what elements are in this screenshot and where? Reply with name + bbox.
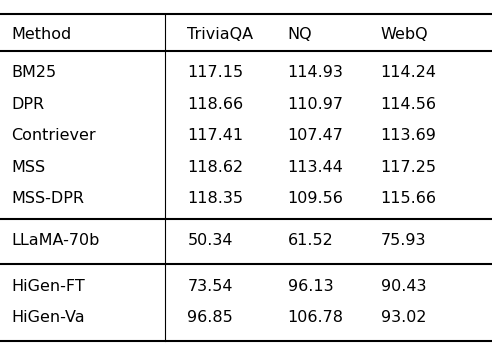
Text: 114.56: 114.56 xyxy=(380,97,436,112)
Text: MSS-DPR: MSS-DPR xyxy=(11,191,84,206)
Text: 96.85: 96.85 xyxy=(187,310,233,325)
Text: 114.93: 114.93 xyxy=(288,65,343,81)
Text: Method: Method xyxy=(11,27,71,42)
Text: WebQ: WebQ xyxy=(380,27,428,42)
Text: 107.47: 107.47 xyxy=(288,128,343,143)
Text: 117.15: 117.15 xyxy=(187,65,244,81)
Text: 93.02: 93.02 xyxy=(380,310,426,325)
Text: 114.24: 114.24 xyxy=(380,65,436,81)
Text: HiGen-FT: HiGen-FT xyxy=(11,278,85,294)
Text: 113.44: 113.44 xyxy=(288,160,343,175)
Text: NQ: NQ xyxy=(288,27,312,42)
Text: 115.66: 115.66 xyxy=(380,191,436,206)
Text: 117.25: 117.25 xyxy=(380,160,436,175)
Text: LLaMA-70b: LLaMA-70b xyxy=(11,233,99,248)
Text: 61.52: 61.52 xyxy=(288,233,334,248)
Text: TriviaQA: TriviaQA xyxy=(187,27,253,42)
Text: MSS: MSS xyxy=(11,160,45,175)
Text: 106.78: 106.78 xyxy=(288,310,343,325)
Text: 118.66: 118.66 xyxy=(187,97,244,112)
Text: 50.34: 50.34 xyxy=(187,233,233,248)
Text: 118.62: 118.62 xyxy=(187,160,244,175)
Text: 75.93: 75.93 xyxy=(380,233,426,248)
Text: 118.35: 118.35 xyxy=(187,191,243,206)
Text: 117.41: 117.41 xyxy=(187,128,244,143)
Text: 113.69: 113.69 xyxy=(380,128,436,143)
Text: 110.97: 110.97 xyxy=(288,97,343,112)
Text: BM25: BM25 xyxy=(11,65,56,81)
Text: Contriever: Contriever xyxy=(11,128,96,143)
Text: DPR: DPR xyxy=(11,97,44,112)
Text: 96.13: 96.13 xyxy=(288,278,333,294)
Text: HiGen-Va: HiGen-Va xyxy=(11,310,85,325)
Text: 90.43: 90.43 xyxy=(380,278,426,294)
Text: 73.54: 73.54 xyxy=(187,278,233,294)
Text: 109.56: 109.56 xyxy=(288,191,343,206)
